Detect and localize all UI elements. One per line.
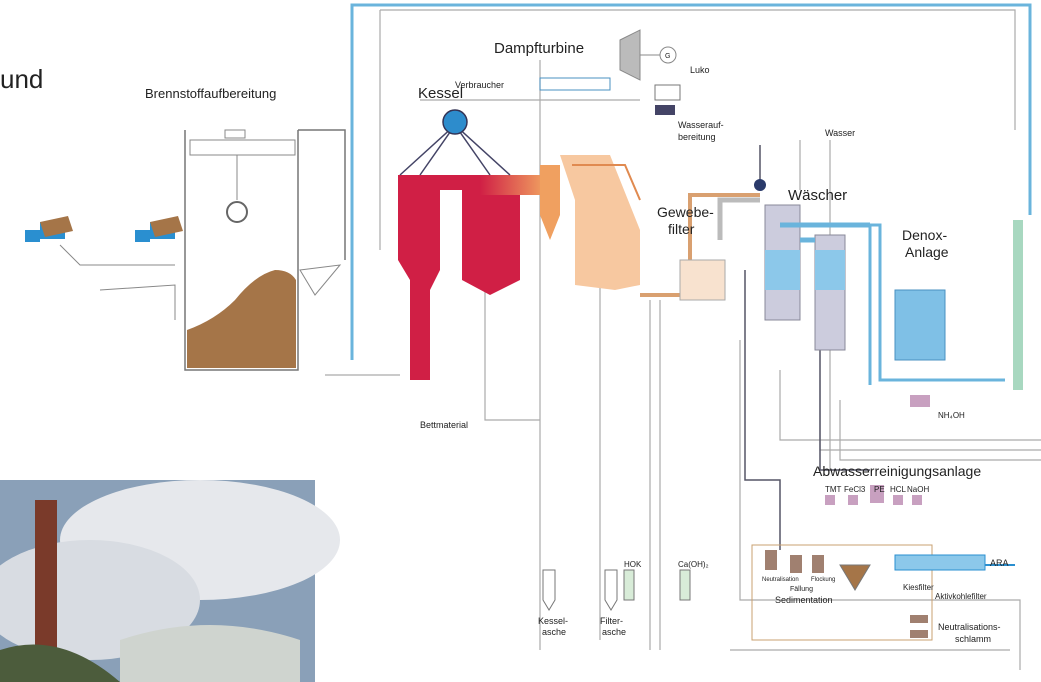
label: Denox- bbox=[902, 227, 947, 243]
label: Flockung bbox=[811, 577, 835, 583]
label: Bettmaterial bbox=[420, 420, 468, 430]
photo bbox=[0, 480, 340, 682]
title-fragment: und bbox=[0, 64, 43, 94]
label: Wäscher bbox=[788, 187, 847, 204]
label: Wasser bbox=[825, 128, 855, 138]
label: Kessel- bbox=[538, 616, 568, 626]
label: HOK bbox=[624, 560, 642, 569]
label: Ca(OH)₂ bbox=[678, 560, 709, 569]
scrubber bbox=[754, 179, 870, 350]
label: asche bbox=[602, 627, 626, 637]
label: Luko bbox=[690, 65, 710, 75]
label: FeCl3 bbox=[844, 485, 866, 494]
label: ARA bbox=[990, 558, 1009, 568]
plant-diagram: und Brennstoffaufbereitung Kessel Bettma… bbox=[0, 0, 1041, 682]
label: Fällung bbox=[790, 586, 813, 593]
label: Kiesfilter bbox=[903, 583, 934, 592]
label: Brennstoffaufbereitung bbox=[145, 86, 276, 101]
label: Dampfturbine bbox=[494, 40, 584, 57]
label: schlamm bbox=[955, 634, 991, 644]
label: asche bbox=[542, 627, 566, 637]
label: bereitung bbox=[678, 132, 716, 142]
label: PE bbox=[874, 485, 885, 494]
label: NH₄OH bbox=[938, 411, 965, 420]
label: Verbraucher bbox=[455, 80, 504, 90]
label: filter bbox=[668, 221, 695, 237]
label: G bbox=[665, 53, 670, 60]
label: NaOH bbox=[907, 485, 929, 494]
label: TMT bbox=[825, 485, 842, 494]
label: Aktivkohlefilter bbox=[935, 592, 987, 601]
label: Gewebe- bbox=[657, 204, 714, 220]
label: Wasserauf- bbox=[678, 120, 724, 130]
bunker bbox=[25, 130, 345, 370]
label: HCL bbox=[890, 485, 907, 494]
label: Sedimentation bbox=[775, 595, 833, 605]
label: Filter- bbox=[600, 616, 623, 626]
label: Anlage bbox=[905, 244, 949, 260]
label: Neutralisation bbox=[762, 577, 799, 583]
label: Abwasserreinigungsanlage bbox=[813, 463, 981, 479]
label: Neutralisations- bbox=[938, 622, 1001, 632]
boiler bbox=[398, 110, 725, 380]
